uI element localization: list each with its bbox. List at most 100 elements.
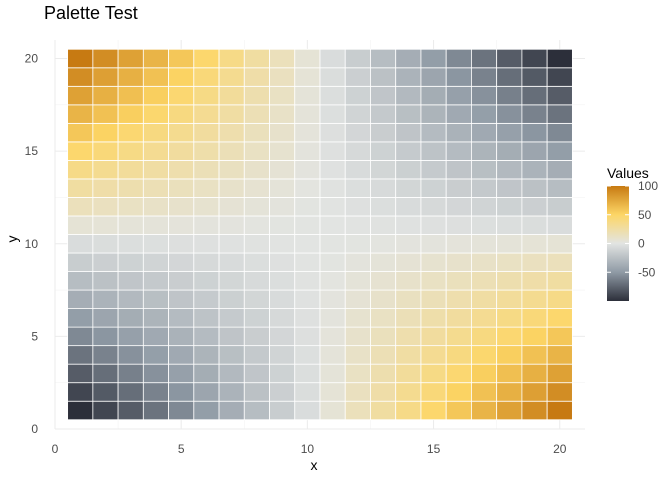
heatmap-tile bbox=[445, 234, 472, 254]
heatmap-tile bbox=[370, 67, 397, 87]
heatmap-tile bbox=[546, 382, 573, 402]
heatmap-tile bbox=[496, 400, 523, 421]
heatmap-tile bbox=[243, 289, 270, 309]
heatmap-tile bbox=[496, 85, 523, 106]
heatmap-tile bbox=[319, 178, 346, 198]
heatmap-tile bbox=[370, 400, 397, 421]
heatmap-tile bbox=[218, 234, 245, 254]
heatmap-tile bbox=[496, 308, 523, 328]
heatmap-tile bbox=[496, 363, 523, 384]
heatmap-tile bbox=[445, 345, 472, 365]
heatmap-tile bbox=[344, 104, 371, 124]
heatmap-tile bbox=[420, 141, 447, 161]
heatmap-tile bbox=[546, 252, 573, 272]
heatmap-tile bbox=[319, 234, 346, 254]
heatmap-tile bbox=[142, 85, 169, 106]
heatmap-tile bbox=[344, 85, 371, 106]
heatmap-tile bbox=[546, 85, 573, 106]
heatmap-tile bbox=[445, 104, 472, 124]
heatmap-tile bbox=[92, 400, 119, 421]
heatmap-tile bbox=[521, 345, 548, 365]
heatmap-tile bbox=[193, 252, 220, 272]
heatmap-tile bbox=[370, 160, 397, 180]
heatmap-tile bbox=[420, 308, 447, 328]
heatmap-tile bbox=[193, 160, 220, 180]
heatmap-tile bbox=[168, 67, 195, 87]
heatmap-tile bbox=[395, 197, 422, 217]
heatmap-tile bbox=[395, 104, 422, 124]
heatmap-tile bbox=[445, 271, 472, 291]
heatmap-tile bbox=[193, 382, 220, 402]
heatmap-tile bbox=[319, 85, 346, 106]
heatmap-tile bbox=[243, 122, 270, 143]
heatmap-tile bbox=[496, 234, 523, 254]
heatmap-tile bbox=[420, 160, 447, 180]
heatmap-tile bbox=[142, 104, 169, 124]
heatmap-tile bbox=[294, 48, 321, 69]
heatmap-tile bbox=[420, 215, 447, 235]
heatmap-tile bbox=[218, 289, 245, 309]
heatmap-tile bbox=[294, 289, 321, 309]
y-tick-label: 5 bbox=[31, 329, 38, 343]
heatmap-tile bbox=[243, 271, 270, 291]
heatmap-tile bbox=[521, 326, 548, 347]
heatmap-tile bbox=[67, 363, 94, 384]
heatmap-tile bbox=[395, 345, 422, 365]
heatmap-tile bbox=[344, 271, 371, 291]
heatmap-tile bbox=[67, 326, 94, 347]
heatmap-tile bbox=[218, 252, 245, 272]
heatmap-tile bbox=[142, 345, 169, 365]
heatmap-tile bbox=[521, 308, 548, 328]
heatmap-tile bbox=[193, 48, 220, 69]
heatmap-tile bbox=[344, 141, 371, 161]
heatmap-tile bbox=[471, 104, 498, 124]
heatmap-tile bbox=[117, 363, 144, 384]
heatmap-tile bbox=[471, 160, 498, 180]
heatmap-tile bbox=[471, 141, 498, 161]
y-tick-label: 20 bbox=[25, 52, 39, 66]
heatmap-tile bbox=[294, 122, 321, 143]
heatmap-tile bbox=[471, 326, 498, 347]
heatmap-tile bbox=[395, 122, 422, 143]
heatmap-tile bbox=[142, 215, 169, 235]
heatmap-tile bbox=[218, 345, 245, 365]
heatmap-tile bbox=[521, 141, 548, 161]
heatmap-tile bbox=[142, 308, 169, 328]
heatmap-tile bbox=[269, 67, 296, 87]
heatmap-tile bbox=[117, 104, 144, 124]
heatmap-tile bbox=[168, 160, 195, 180]
heatmap-tile bbox=[117, 197, 144, 217]
heatmap-tile bbox=[370, 104, 397, 124]
heatmap-tile bbox=[218, 363, 245, 384]
heatmap-tile bbox=[496, 382, 523, 402]
heatmap-tile bbox=[319, 326, 346, 347]
heatmap-tile bbox=[319, 141, 346, 161]
heatmap-tile bbox=[193, 400, 220, 421]
heatmap-tile bbox=[117, 67, 144, 87]
heatmap-tile bbox=[294, 345, 321, 365]
heatmap-tile bbox=[67, 215, 94, 235]
heatmap-tile bbox=[168, 215, 195, 235]
heatmap-tile bbox=[168, 382, 195, 402]
heatmap-tile bbox=[420, 252, 447, 272]
heatmap-tile bbox=[521, 104, 548, 124]
heatmap-tile bbox=[395, 178, 422, 198]
heatmap-tile bbox=[546, 345, 573, 365]
heatmap-tile bbox=[168, 308, 195, 328]
heatmap-tile bbox=[445, 122, 472, 143]
heatmap-tile bbox=[193, 363, 220, 384]
heatmap-tile bbox=[193, 85, 220, 106]
heatmap-tile bbox=[218, 85, 245, 106]
heatmap-tile bbox=[471, 178, 498, 198]
heatmap-tile bbox=[218, 48, 245, 69]
legend-colorbar bbox=[607, 186, 629, 301]
heatmap-tile bbox=[445, 215, 472, 235]
heatmap-tiles bbox=[67, 48, 573, 421]
heatmap-tile bbox=[420, 48, 447, 69]
heatmap-tile bbox=[269, 363, 296, 384]
heatmap-tile bbox=[445, 400, 472, 421]
heatmap-tile bbox=[269, 122, 296, 143]
x-tick-label: 0 bbox=[52, 442, 59, 456]
heatmap-tile bbox=[218, 141, 245, 161]
